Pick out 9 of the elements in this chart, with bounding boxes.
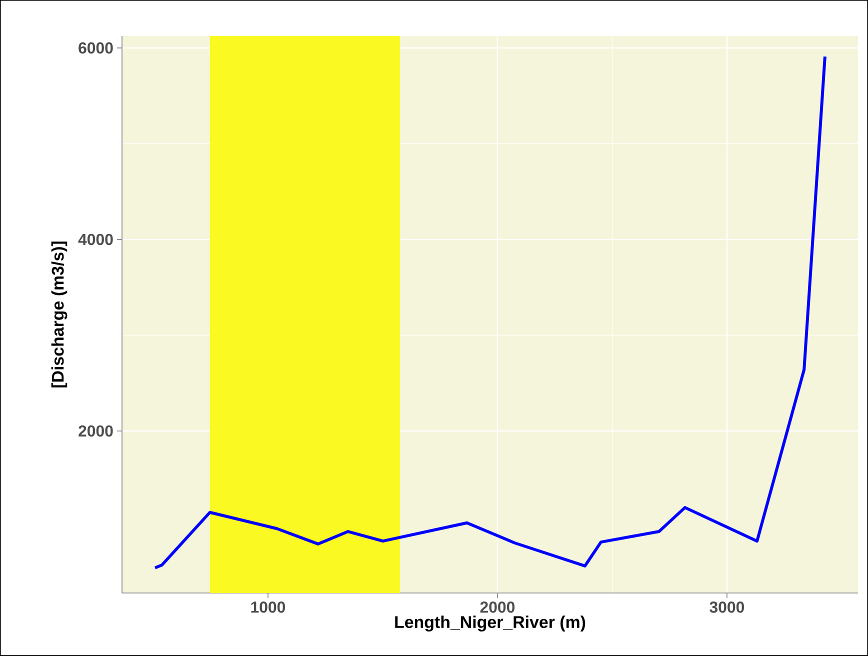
- x-tick-label: 2000: [480, 602, 515, 613]
- y-axis-title: [Discharge (m3/s)]: [51, 242, 68, 388]
- line-series: [154, 55, 826, 570]
- x-tick-label: 1000: [251, 602, 286, 613]
- y-tick-label: 4000: [78, 234, 113, 246]
- y-tick-label: 2000: [78, 425, 113, 437]
- x-axis-title: Length_Niger_River (m): [395, 616, 586, 632]
- y-tick-label: 6000: [78, 42, 113, 54]
- x-tick-label: 3000: [710, 602, 744, 613]
